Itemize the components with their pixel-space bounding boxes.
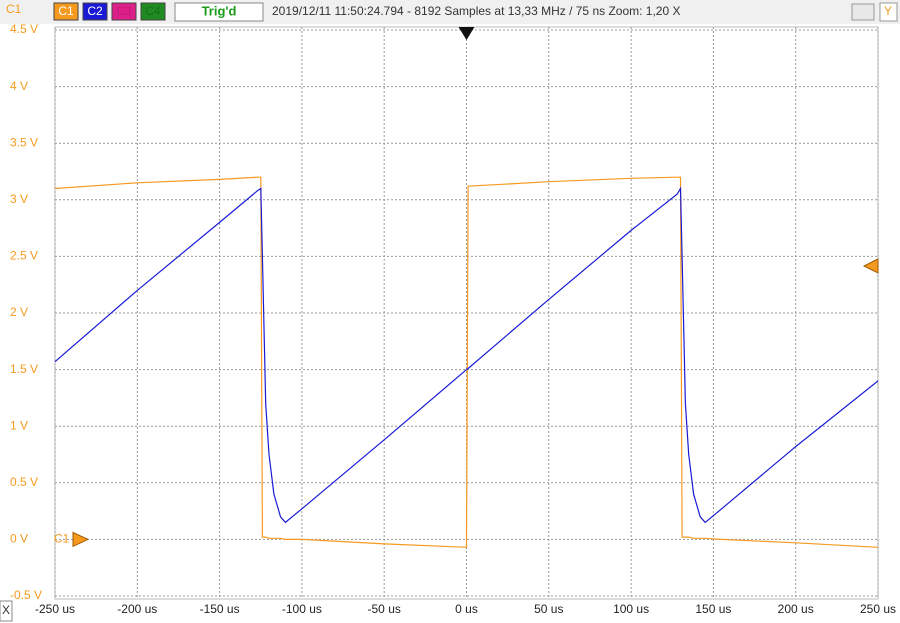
trace	[54, 176, 879, 548]
status: Trig'd	[202, 3, 237, 18]
y-tick-label: 1.5 V	[10, 362, 38, 376]
x-corner-label: X	[2, 603, 10, 617]
y-tick-label: 0.5 V	[10, 475, 38, 489]
y-tick-label: 3 V	[10, 192, 28, 206]
y-tick-label: 2.5 V	[10, 249, 38, 263]
y-tick-label: 4.5 V	[10, 22, 38, 36]
trace	[54, 186, 879, 524]
channel-label: C1	[58, 4, 74, 18]
y-button[interactable]	[879, 2, 898, 22]
level-marker	[862, 258, 879, 274]
channel-button[interactable]	[111, 2, 137, 21]
x-tick-label: -250 us	[35, 602, 75, 616]
x-tick-label: 50 us	[534, 602, 563, 616]
x-tick-label: -50 us	[368, 602, 401, 616]
info: 2019/12/11 11:50:24.794 - 8192 Samples a…	[272, 4, 681, 18]
y-tick-label: 0 V	[10, 532, 28, 546]
ground-marker	[72, 531, 90, 548]
trigger-marker	[458, 27, 475, 40]
x-tick-label: -200 us	[117, 602, 157, 616]
x-tick-label: 200 us	[778, 602, 814, 616]
x-tick-label: -150 us	[200, 602, 240, 616]
y-tick-label: 1 V	[10, 418, 28, 432]
channel-label: C2	[87, 4, 103, 18]
channel-button[interactable]	[140, 2, 166, 21]
x-tick-label: 150 us	[695, 602, 731, 616]
x-tick-label: 100 us	[613, 602, 649, 616]
marker-label: C1	[54, 532, 70, 546]
y-tick-label: 3.5 V	[10, 135, 38, 149]
channel-button[interactable]	[82, 2, 108, 21]
status-box	[174, 2, 264, 22]
y-tick-label: 4 V	[10, 79, 28, 93]
channel-label: C3	[116, 4, 132, 18]
y-axis-channel: C1	[6, 2, 22, 16]
channel-button[interactable]	[53, 2, 79, 21]
x-tick-label: 0 us	[455, 602, 478, 616]
x-tick-label: 250 us	[860, 602, 896, 616]
y-tick-label: 2 V	[10, 305, 28, 319]
y-button-label: Y	[884, 4, 892, 18]
menu-button[interactable]	[851, 3, 875, 21]
y-tick-label: -0.5 V	[10, 588, 42, 602]
channel-label: C4	[145, 4, 161, 18]
x-tick-label: -100 us	[282, 602, 322, 616]
x-corner	[0, 600, 13, 622]
